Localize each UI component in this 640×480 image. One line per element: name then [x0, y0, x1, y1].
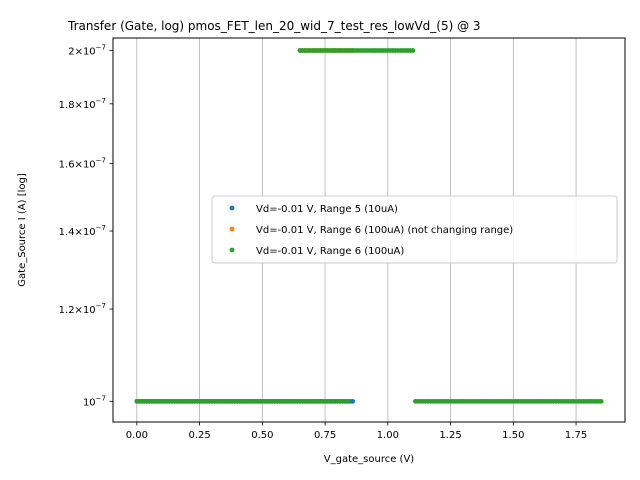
series-2-point — [598, 398, 604, 404]
legend-entry-label: Vd=-0.01 V, Range 6 (100uA) (not changin… — [256, 225, 513, 236]
y-tick-label: 1.2×10−7 — [59, 302, 106, 316]
legend-marker — [229, 205, 235, 211]
y-axis-ticks: 10−7 1.2×10−7 1.4×10−7 1.6×10−7 1.8×10−7 2×10… — [59, 43, 113, 408]
x-axis-label: V_gate_source (V) — [324, 454, 415, 465]
y-tick-label: 1.4×10−7 — [59, 224, 106, 238]
y-axis-label: Gate_Source I (A) [log] — [17, 173, 28, 287]
y-tick-label: 1.8×10−7 — [59, 97, 106, 111]
legend-box — [211, 195, 618, 264]
x-tick-label: 0.50 — [251, 430, 273, 441]
series-0-point — [350, 398, 356, 404]
x-tick-label: 0.25 — [188, 430, 210, 441]
legend-entry-label: Vd=-0.01 V, Range 5 (10uA) — [256, 204, 398, 215]
y-tick-label: 10−7 — [83, 394, 106, 408]
x-tick-label: 1.25 — [439, 430, 461, 441]
plot-area-frame — [112, 37, 626, 423]
x-tick-label: 1.00 — [377, 430, 399, 441]
series-2-point — [345, 398, 351, 404]
x-axis-ticks: 0.00 0.25 0.50 0.75 1.00 1.25 1.50 1.75 — [126, 422, 587, 441]
x-tick-label: 0.00 — [126, 430, 148, 441]
legend: Vd=-0.01 V, Range 5 (10uA) Vd=-0.01 V, Ra… — [211, 195, 618, 264]
y-tick-label: 1.6×10−7 — [59, 156, 106, 170]
legend-entry-label: Vd=-0.01 V, Range 6 (100uA) — [256, 246, 404, 257]
x-tick-label: 1.50 — [502, 430, 524, 441]
legend-marker — [229, 226, 235, 232]
data-points — [134, 48, 604, 404]
series-2-point — [410, 48, 416, 53]
x-tick-label: 0.75 — [314, 430, 336, 441]
y-tick-label: 2×10−7 — [68, 43, 106, 57]
chart-title: Transfer (Gate, log) pmos_FET_len_20_wid… — [67, 19, 481, 33]
legend-marker — [229, 247, 235, 253]
x-tick-label: 1.75 — [565, 430, 587, 441]
series-2-point — [330, 398, 336, 404]
